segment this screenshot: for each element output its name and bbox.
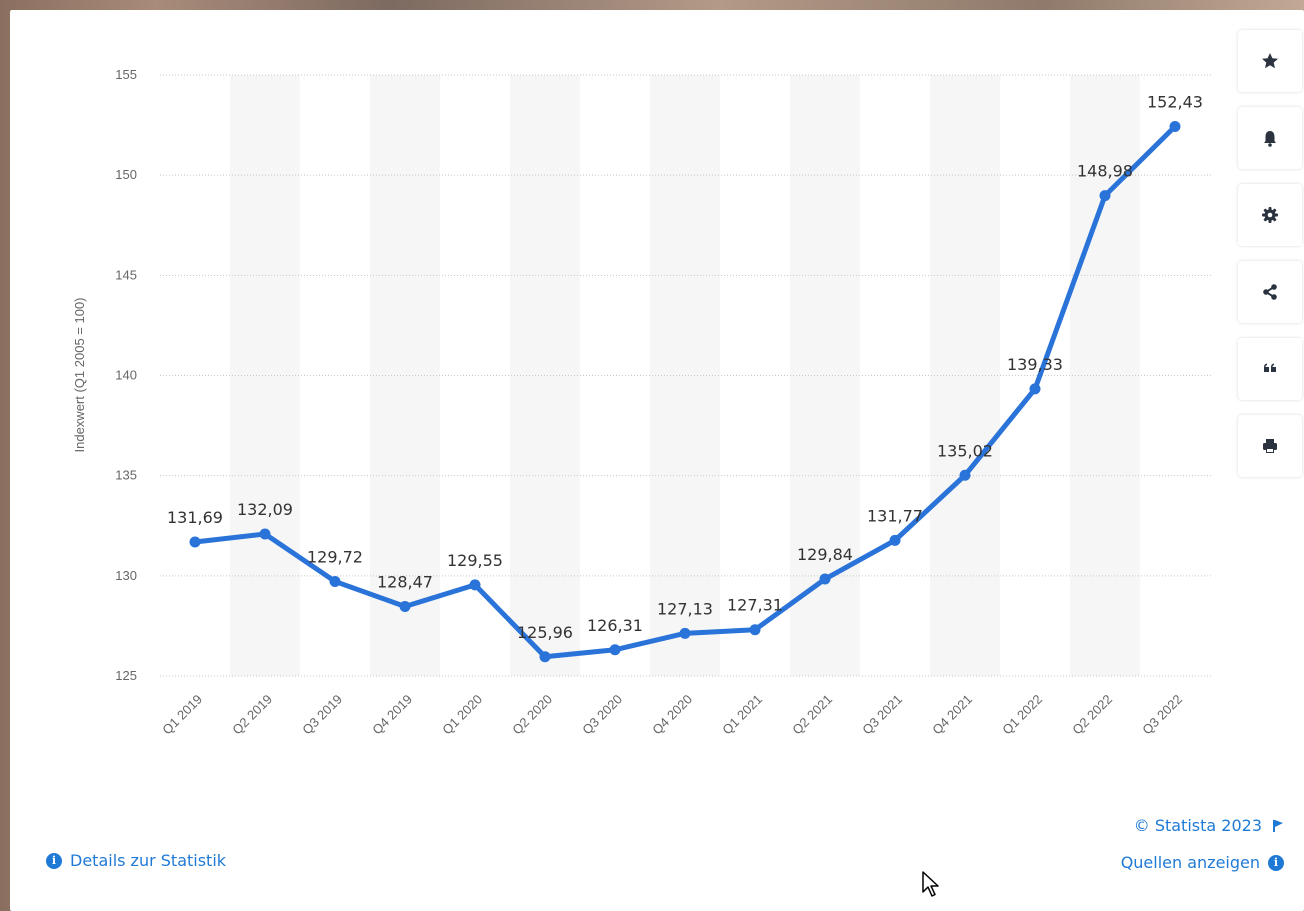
column-band (370, 75, 440, 676)
copyright-text: © Statista 2023 (1133, 816, 1262, 835)
x-tick-label: Q4 2020 (649, 692, 695, 738)
data-label: 131,77 (867, 506, 923, 525)
info-icon: i (1268, 854, 1284, 871)
y-tick-label: 125 (115, 668, 137, 683)
bell-icon (1264, 131, 1276, 147)
data-point[interactable] (1029, 383, 1041, 395)
x-tick-label: Q1 2022 (999, 692, 1045, 738)
data-label: 135,02 (937, 441, 993, 460)
flag-icon[interactable] (1272, 819, 1284, 833)
sources-label: Quellen anzeigen (1120, 853, 1260, 872)
data-label: 126,31 (587, 616, 643, 635)
gear-icon (1262, 207, 1278, 223)
data-point[interactable] (259, 528, 271, 540)
data-point[interactable] (329, 575, 341, 587)
data-point[interactable] (609, 644, 621, 656)
data-point[interactable] (189, 536, 201, 548)
y-tick-label: 135 (115, 468, 137, 483)
x-tick-label: Q2 2022 (1069, 692, 1115, 738)
x-tick-label: Q2 2020 (509, 692, 555, 738)
x-tick-label: Q2 2019 (229, 692, 275, 738)
data-point[interactable] (469, 579, 481, 591)
y-tick-label: 145 (115, 267, 137, 282)
data-label: 129,72 (307, 547, 363, 566)
info-icon: i (46, 852, 62, 869)
x-tick-label: Q3 2019 (299, 692, 345, 738)
print-icon (1263, 439, 1277, 453)
data-label: 132,09 (237, 500, 293, 519)
data-point[interactable] (399, 600, 411, 612)
data-label: 139,33 (1007, 355, 1063, 374)
data-label: 131,69 (167, 508, 223, 527)
quote-icon (1264, 363, 1276, 372)
y-tick-label: 150 (115, 167, 137, 182)
mouse-cursor-icon (922, 871, 939, 897)
details-link[interactable]: i Details zur Statistik (46, 851, 226, 870)
y-axis-label: Indexwert (Q1 2005 = 100) (72, 297, 87, 452)
notification-button[interactable] (1238, 107, 1302, 169)
details-label: Details zur Statistik (70, 851, 227, 870)
data-label: 152,43 (1147, 92, 1203, 111)
data-label: 129,55 (447, 551, 503, 570)
x-tick-label: Q1 2021 (719, 692, 765, 738)
data-label: 128,47 (377, 572, 433, 591)
print-button[interactable] (1238, 415, 1302, 477)
column-band (790, 75, 860, 676)
share-icon (1263, 284, 1277, 300)
data-point[interactable] (819, 573, 831, 585)
data-point[interactable] (1169, 120, 1181, 132)
data-point[interactable] (959, 469, 971, 481)
favorite-button[interactable] (1238, 30, 1302, 92)
sources-link[interactable]: Quellen anzeigen i (1121, 853, 1284, 872)
share-button[interactable] (1238, 261, 1302, 323)
x-tick-label: Q4 2019 (369, 692, 415, 738)
x-tick-label: Q3 2020 (579, 692, 625, 738)
y-tick-label: 155 (115, 67, 137, 82)
x-tick-label: Q3 2021 (859, 692, 905, 738)
y-tick-label: 130 (115, 568, 137, 583)
data-point[interactable] (749, 624, 761, 636)
data-point[interactable] (679, 627, 691, 639)
data-point[interactable] (1099, 190, 1111, 202)
x-tick-label: Q4 2021 (929, 692, 975, 738)
data-label: 125,96 (517, 623, 573, 642)
x-tick-label: Q3 2022 (1139, 692, 1185, 738)
data-label: 148,98 (1077, 162, 1133, 181)
data-label: 129,84 (797, 545, 853, 564)
data-label: 127,31 (727, 596, 783, 615)
cite-button[interactable] (1238, 338, 1302, 400)
copyright-row: © Statista 2023 (1134, 816, 1284, 835)
settings-button[interactable] (1238, 184, 1302, 246)
x-tick-label: Q1 2020 (439, 692, 485, 738)
data-point[interactable] (539, 651, 551, 663)
x-tick-label: Q1 2019 (159, 692, 205, 738)
star-icon (1262, 53, 1278, 69)
y-tick-label: 140 (115, 368, 137, 383)
data-point[interactable] (889, 534, 901, 546)
data-label: 127,13 (657, 599, 713, 618)
x-tick-label: Q2 2021 (789, 692, 835, 738)
